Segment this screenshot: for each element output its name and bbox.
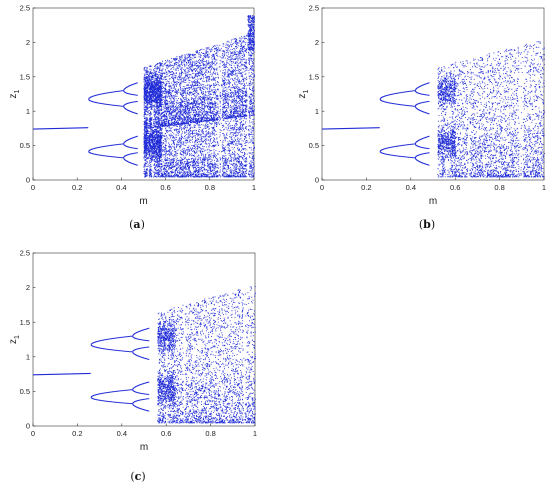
y-tick-label: 1.5 (20, 72, 30, 81)
x-tick-label: 0.2 (361, 183, 371, 192)
fixed-point-line (321, 127, 380, 130)
y-axis-label: z1 (297, 89, 310, 98)
x-axis-label: m (429, 196, 437, 207)
panel-c: 0 0.2 0.4 0.6 0.8 1 0 0.5 1 1.5 2 2.5 m z1 (c) (8, 249, 257, 483)
y-tick-label: 2 (315, 38, 319, 47)
x-axis-label: m (139, 196, 147, 207)
x-tick-label: 0.4 (117, 429, 127, 438)
bifurcation-scatter (321, 41, 545, 178)
y-tick-label: 0 (315, 176, 319, 185)
y-tick-label: 0.5 (20, 387, 30, 396)
y-tick-label: 1 (315, 107, 319, 116)
y-axis-label: z1 (8, 335, 21, 344)
y-tick-label: 1 (26, 107, 30, 116)
x-tick-label: 0.6 (450, 183, 460, 192)
panel-caption: (b) (419, 218, 435, 231)
y-tick-label: 0.5 (20, 141, 30, 150)
x-tick-label: 0.2 (72, 183, 82, 192)
panel-a: 0 0.2 0.4 0.6 0.8 1 0 0.5 1 1.5 2 2.5 m z1 (a) (8, 4, 256, 231)
y-axis-label: z1 (8, 89, 21, 98)
y-tick-label: 2 (26, 283, 30, 292)
x-tick-label: 1 (253, 429, 257, 438)
panel-caption: (c) (130, 470, 145, 483)
x-tick-label: 0.8 (205, 183, 215, 192)
fixed-point-line (32, 372, 91, 376)
bifurcation-scatter (32, 286, 256, 424)
bifurcation-scatter (32, 15, 255, 178)
axes-frame (321, 7, 545, 181)
x-tick-label: 1 (252, 183, 256, 192)
fixed-point-line (32, 127, 89, 130)
x-tick-label: 1 (542, 183, 546, 192)
y-tick-label: 0 (26, 422, 30, 431)
scatter-points (90, 286, 256, 424)
scatter-points (379, 41, 545, 178)
y-tick-label: 0.5 (309, 141, 319, 150)
x-tick-label: 0.2 (72, 429, 82, 438)
x-tick-label: 0.6 (161, 429, 171, 438)
x-tick-label: 0.4 (406, 183, 416, 192)
x-tick-label: 0.8 (494, 183, 504, 192)
y-tick-label: 2.5 (20, 4, 30, 13)
y-tick-label: 2.5 (309, 4, 319, 13)
y-tick-label: 1 (26, 352, 30, 361)
x-axis-label: m (140, 442, 148, 453)
x-tick-label: 0.8 (205, 429, 215, 438)
axes-frame (32, 252, 256, 427)
x-tick-label: 0 (31, 429, 35, 438)
x-tick-label: 0 (31, 183, 35, 192)
axes-frame (32, 7, 255, 181)
x-tick-label: 0 (320, 183, 324, 192)
x-tick-label: 0.4 (116, 183, 126, 192)
y-tick-label: 2.5 (20, 249, 30, 258)
scatter-points (88, 15, 255, 178)
y-tick-label: 2 (26, 38, 30, 47)
panel-b: 0 0.2 0.4 0.6 0.8 1 0 0.5 1 1.5 2 2.5 m z1 (b) (297, 4, 546, 231)
panel-caption: (a) (129, 218, 145, 231)
y-tick-label: 0 (26, 176, 30, 185)
x-tick-label: 0.6 (160, 183, 170, 192)
y-tick-label: 1.5 (309, 72, 319, 81)
y-tick-label: 1.5 (20, 318, 30, 327)
